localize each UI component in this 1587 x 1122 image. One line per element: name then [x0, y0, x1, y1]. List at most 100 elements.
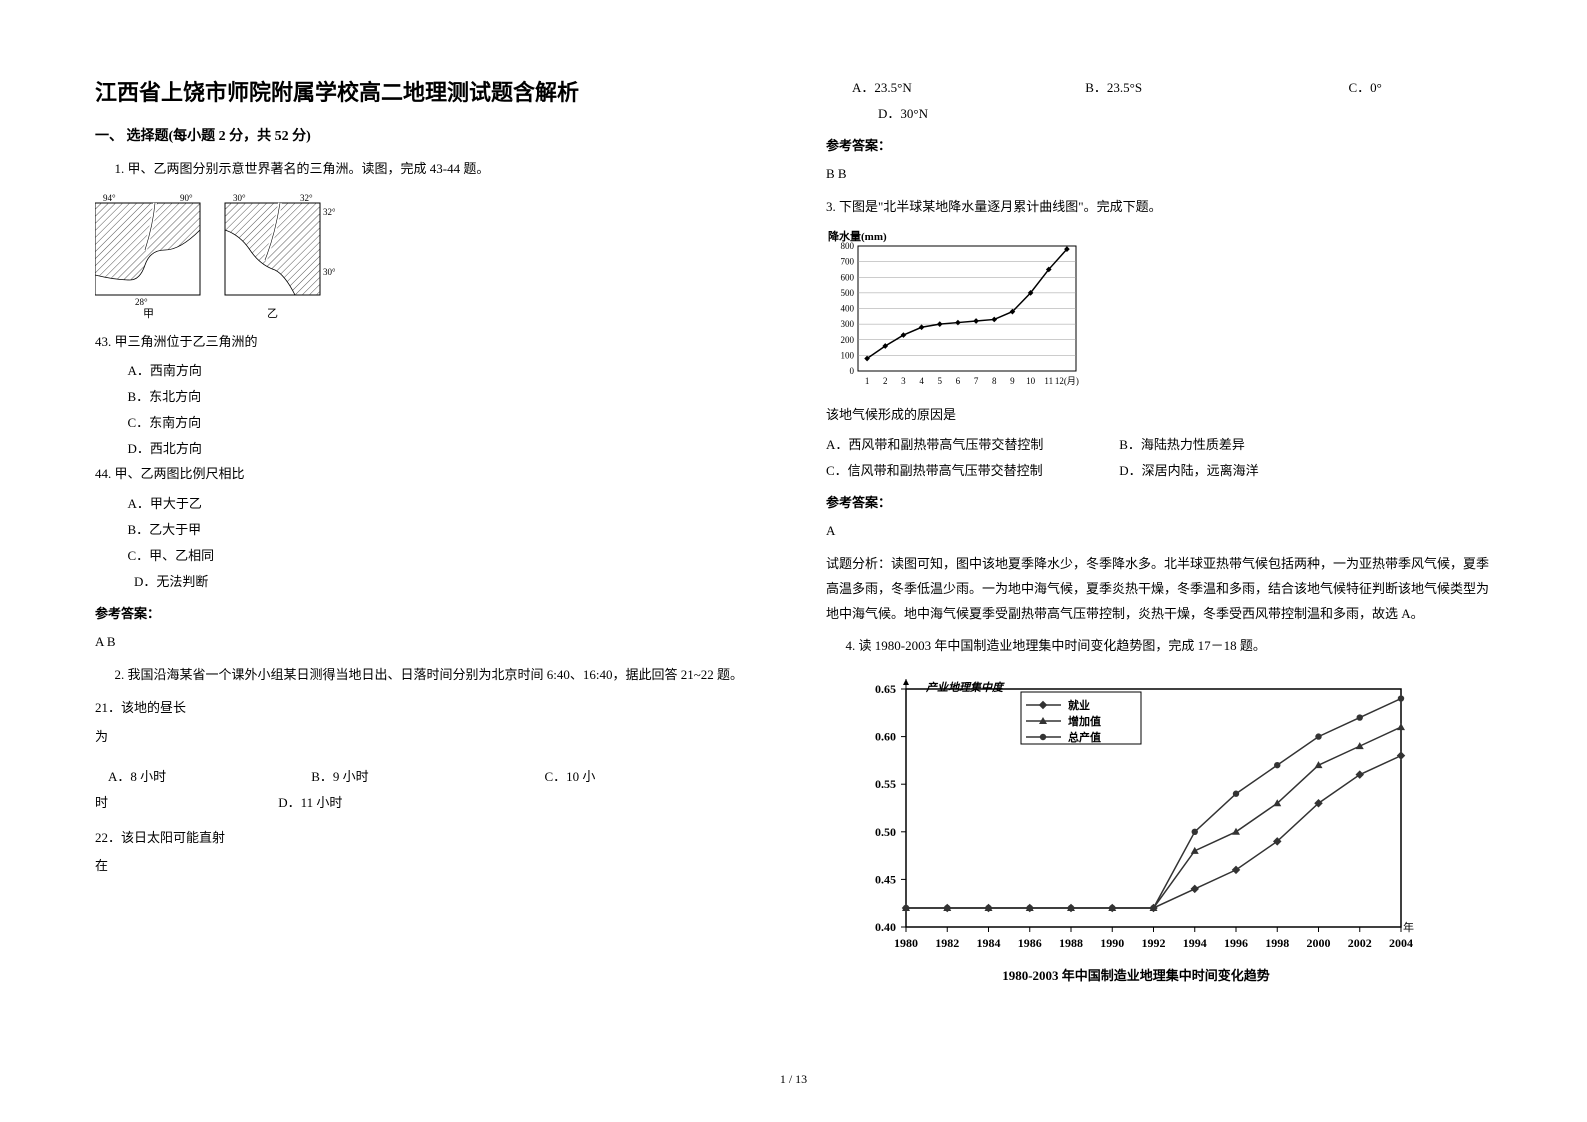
- map-figure: 94° 90° 28°甲 30° 32° 32° 30° 乙: [95, 190, 766, 320]
- svg-text:总产值: 总产值: [1068, 730, 1101, 744]
- svg-text:100: 100: [841, 350, 855, 360]
- svg-text:0.50: 0.50: [875, 825, 896, 839]
- q22-opts-row2: D．30°N: [826, 101, 1497, 127]
- svg-text:1986: 1986: [1018, 936, 1042, 950]
- svg-text:30°: 30°: [323, 267, 335, 277]
- q21-l2: 为: [95, 725, 766, 750]
- svg-text:90°: 90°: [180, 193, 193, 203]
- q44: 44. 甲、乙两图比例尺相比: [95, 462, 766, 487]
- q21-opts-row2: 时 D．11 小时: [95, 790, 766, 816]
- svg-text:1980: 1980: [894, 936, 918, 950]
- svg-text:7: 7: [974, 376, 979, 386]
- answer-1: A B: [95, 630, 766, 653]
- svg-text:1: 1: [865, 376, 870, 386]
- q43-opt-a: A．西南方向: [128, 358, 767, 384]
- svg-text:600: 600: [841, 272, 855, 282]
- svg-text:200: 200: [841, 335, 855, 345]
- svg-text:甲: 甲: [143, 308, 154, 320]
- q2-intro: 2. 我国沿海某省一个课外小组某日测得当地日出、日落时间分别为北京时间 6:40…: [95, 663, 766, 688]
- svg-text:6: 6: [956, 376, 961, 386]
- q44-opt-b: B．乙大于甲: [128, 517, 767, 543]
- svg-text:2: 2: [883, 376, 888, 386]
- q43-opt-d: D．西北方向: [128, 436, 767, 462]
- q3-opts-row1: A．西风带和副热带高气压带交替控制 B．海陆热力性质差异: [826, 432, 1497, 458]
- svg-text:0.40: 0.40: [875, 920, 896, 934]
- svg-text:1994: 1994: [1183, 936, 1207, 950]
- svg-text:年: 年: [1403, 920, 1414, 934]
- q3-opt-b: B．海陆热力性质差异: [1119, 432, 1245, 458]
- q21-opt-d: D．11 小时: [278, 790, 342, 816]
- svg-text:0.60: 0.60: [875, 730, 896, 744]
- svg-text:2004: 2004: [1389, 936, 1413, 950]
- svg-text:4: 4: [919, 376, 924, 386]
- q22-opt-d: D．30°N: [878, 101, 928, 127]
- q22-opt-b: B．23.5°S: [1085, 75, 1345, 101]
- answer-heading: 参考答案：: [826, 492, 1497, 511]
- explain-3: 试题分析：读图可知，图中该地夏季降水少，冬季降水多。北半球亚热带气候包括两种，一…: [826, 552, 1497, 626]
- answer-heading: 参考答案：: [826, 135, 1497, 154]
- svg-text:400: 400: [841, 304, 855, 314]
- svg-text:9: 9: [1010, 376, 1015, 386]
- q3-opt-a: A．西风带和副热带高气压带交替控制: [826, 432, 1116, 458]
- q21-opt-c2: 时: [95, 790, 275, 816]
- svg-text:3: 3: [901, 376, 906, 386]
- q3-opt-d: D．深居内陆，远离海洋: [1119, 458, 1258, 484]
- q22-l2: 在: [95, 854, 766, 879]
- svg-text:0: 0: [850, 366, 855, 376]
- svg-text:降水量(mm): 降水量(mm): [828, 229, 887, 243]
- q22-opt-c: C．0°: [1349, 75, 1382, 101]
- answer-heading: 参考答案：: [95, 603, 766, 622]
- q43-opt-b: B．东北方向: [128, 384, 767, 410]
- svg-text:10: 10: [1026, 376, 1036, 386]
- q1-intro: 1. 甲、乙两图分别示意世界著名的三角洲。读图，完成 43-44 题。: [95, 157, 766, 182]
- q22-l1: 22．该日太阳可能直射: [95, 826, 766, 851]
- svg-text:94°: 94°: [103, 193, 116, 203]
- svg-text:5: 5: [938, 376, 943, 386]
- svg-text:28°: 28°: [135, 297, 148, 307]
- q21-opt-a: A．8 小时: [108, 764, 308, 790]
- svg-text:1998: 1998: [1265, 936, 1289, 950]
- svg-text:30°: 30°: [233, 193, 246, 203]
- trend-chart: 产业地理集中度 0.40 0.45 0.50 0.55 0.60 0.65 1980 1982 1…: [856, 667, 1497, 984]
- trend-chart-title: 1980-2003 年中国制造业地理集中时间变化趋势: [856, 965, 1416, 984]
- q22-opt-a: A．23.5°N: [852, 75, 1082, 101]
- answer-3: A: [826, 519, 1497, 542]
- svg-text:产业地理集中度: 产业地理集中度: [925, 681, 1005, 694]
- svg-text:32°: 32°: [323, 207, 335, 217]
- q43-opt-c: C．东南方向: [128, 410, 767, 436]
- answer-2: B B: [826, 162, 1497, 185]
- svg-text:1990: 1990: [1100, 936, 1124, 950]
- q3-opt-c: C．信风带和副热带高气压带交替控制: [826, 458, 1116, 484]
- svg-text:500: 500: [841, 288, 855, 298]
- q22-opts-row1: A．23.5°N B．23.5°S C．0°: [826, 75, 1497, 101]
- svg-text:0.45: 0.45: [875, 872, 896, 886]
- svg-text:0.65: 0.65: [875, 682, 896, 696]
- svg-text:8: 8: [992, 376, 997, 386]
- svg-text:12(月): 12(月): [1055, 376, 1079, 386]
- q43: 43. 甲三角洲位于乙三角洲的: [95, 330, 766, 355]
- q21-opt-c: C．10 小: [545, 764, 596, 790]
- q44-opt-a: A．甲大于乙: [128, 491, 767, 517]
- svg-text:700: 700: [841, 257, 855, 267]
- svg-text:就业: 就业: [1068, 698, 1090, 712]
- svg-text:0.55: 0.55: [875, 777, 896, 791]
- svg-text:1984: 1984: [977, 936, 1001, 950]
- svg-text:乙: 乙: [267, 307, 278, 320]
- svg-text:1982: 1982: [935, 936, 959, 950]
- q3-opts-row2: C．信风带和副热带高气压带交替控制 D．深居内陆，远离海洋: [826, 458, 1497, 484]
- q21-l1: 21．该地的昼长: [95, 696, 766, 721]
- svg-text:2000: 2000: [1307, 936, 1331, 950]
- svg-text:1988: 1988: [1059, 936, 1083, 950]
- q3-intro: 3. 下图是"北半球某地降水量逐月累计曲线图"。完成下题。: [826, 195, 1497, 220]
- section-heading: 一、 选择题(每小题 2 分，共 52 分): [95, 125, 766, 145]
- svg-text:2002: 2002: [1348, 936, 1372, 950]
- svg-text:300: 300: [841, 319, 855, 329]
- precip-chart: 降水量(mm)010020030040050060070080012345678…: [826, 228, 1497, 393]
- svg-text:增加值: 增加值: [1068, 714, 1101, 728]
- q44-opt-c: C．甲、乙相同: [128, 543, 767, 569]
- q3-sub: 该地气候形成的原因是: [826, 403, 1497, 428]
- q44-opt-d: D．无法判断: [134, 569, 766, 595]
- svg-text:11: 11: [1044, 376, 1053, 386]
- page-footer: 1 / 13: [0, 1072, 1587, 1087]
- svg-text:32°: 32°: [300, 193, 313, 203]
